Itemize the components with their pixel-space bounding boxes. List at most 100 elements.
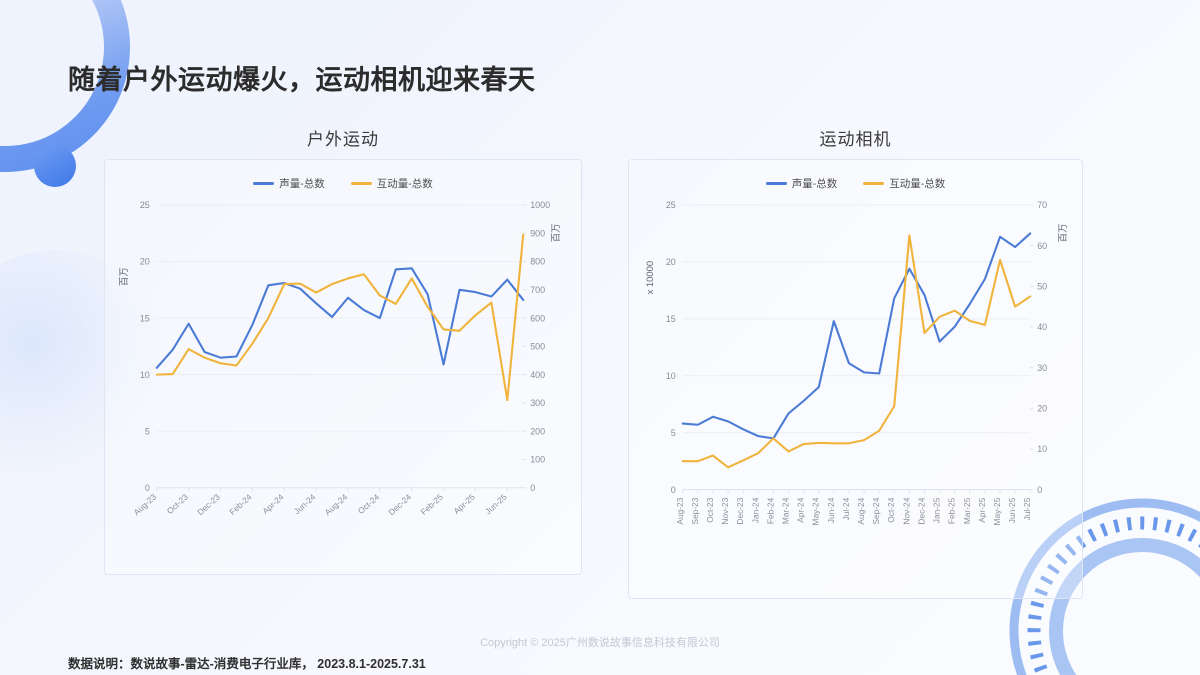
legend-action-camera: 声量-总数 互动量-总数	[629, 160, 1082, 191]
svg-text:Feb-25: Feb-25	[947, 497, 957, 524]
svg-text:1000: 1000	[530, 200, 550, 210]
page-title: 随着户外运动爆火，运动相机迎来春天	[68, 65, 536, 95]
chart-card-action-camera: 声量-总数 互动量-总数 0 5 10 15 20 25 0 10 20 30 40 50 60 70 x …	[628, 159, 1083, 599]
chart-panel-outdoor-sports: 户外运动 声量-总数 互动量-总数 0 5 10 15 20 25 0 100 200 300 40…	[104, 125, 582, 575]
svg-text:Dec-24: Dec-24	[916, 497, 926, 524]
svg-text:800: 800	[530, 257, 545, 267]
legend-swatch-orange-icon	[350, 182, 372, 185]
svg-text:百万: 百万	[551, 223, 562, 242]
svg-text:5: 5	[145, 426, 150, 436]
svg-text:Dec-24: Dec-24	[386, 492, 413, 518]
svg-text:Oct-24: Oct-24	[356, 492, 382, 516]
svg-text:Jun-24: Jun-24	[826, 497, 836, 523]
svg-text:0: 0	[145, 483, 150, 493]
line-chart-outdoor-sports: 0 5 10 15 20 25 0 100 200 300 400 500 600 700 800 900 10…	[119, 200, 562, 518]
svg-text:0: 0	[1037, 485, 1042, 495]
svg-text:Aug-23: Aug-23	[675, 497, 685, 524]
svg-text:200: 200	[530, 426, 545, 436]
svg-text:Aug-24: Aug-24	[856, 497, 866, 524]
legend-item-interaction[interactable]: 互动量-总数	[350, 176, 433, 191]
data-source-note: 数据说明：数说故事-雷达-消费电子行业库， 2023.8.1-2025.7.31	[68, 657, 426, 671]
legend-swatch-orange-icon	[863, 182, 885, 185]
svg-text:Mar-25: Mar-25	[962, 497, 972, 524]
svg-text:25: 25	[140, 200, 150, 210]
plot-area-action-camera: 0 5 10 15 20 25 0 10 20 30 40 50 60 70 x 10000 百万 Aug-23…	[629, 191, 1082, 585]
copyright-text: Copyright © 2025广州数说故事信息科技有限公司	[480, 637, 720, 649]
svg-text:Apr-24: Apr-24	[260, 492, 286, 516]
legend-item-voice[interactable]: 声量-总数	[765, 176, 838, 191]
legend-label-interaction: 互动量-总数	[376, 178, 433, 190]
svg-text:百万: 百万	[119, 267, 130, 286]
svg-text:Feb-24: Feb-24	[227, 492, 254, 517]
svg-text:100: 100	[530, 455, 545, 465]
svg-text:700: 700	[530, 285, 545, 295]
chart-panel-action-camera: 运动相机 声量-总数 互动量-总数 0 5 10 15 20 25 0 10 20 30 40 50 6…	[628, 125, 1083, 599]
legend-item-voice[interactable]: 声量-总数	[253, 176, 325, 191]
svg-text:0: 0	[530, 483, 535, 493]
svg-text:10: 10	[1037, 444, 1047, 454]
svg-text:25: 25	[666, 200, 676, 210]
svg-text:Nov-24: Nov-24	[901, 497, 911, 524]
svg-text:Sep-23: Sep-23	[690, 497, 700, 524]
svg-text:Dec-23: Dec-23	[735, 497, 745, 524]
svg-text:Feb-24: Feb-24	[765, 497, 775, 524]
svg-text:Aug-23: Aug-23	[131, 492, 158, 518]
svg-text:10: 10	[140, 370, 150, 380]
svg-text:10: 10	[666, 371, 676, 381]
svg-text:Dec-23: Dec-23	[195, 492, 222, 518]
svg-text:15: 15	[140, 313, 150, 323]
svg-text:Oct-24: Oct-24	[886, 497, 896, 522]
svg-text:900: 900	[530, 228, 545, 238]
svg-text:Jun-24: Jun-24	[292, 492, 318, 517]
svg-text:600: 600	[530, 313, 545, 323]
svg-text:40: 40	[1037, 322, 1047, 332]
svg-text:Sep-24: Sep-24	[871, 497, 881, 524]
decorative-blue-circle	[34, 145, 76, 187]
svg-text:May-25: May-25	[992, 497, 1002, 525]
svg-text:500: 500	[530, 342, 545, 352]
svg-text:0: 0	[671, 485, 676, 495]
svg-text:400: 400	[530, 370, 545, 380]
svg-text:50: 50	[1037, 281, 1047, 291]
svg-text:20: 20	[666, 257, 676, 267]
svg-text:20: 20	[1037, 404, 1047, 414]
line-chart-action-camera: 0 5 10 15 20 25 0 10 20 30 40 50 60 70 x 10000 百万 Aug-23…	[645, 200, 1069, 525]
svg-text:Jul-24: Jul-24	[841, 497, 851, 520]
legend-label-voice: 声量-总数	[279, 178, 325, 190]
svg-text:Apr-25: Apr-25	[977, 497, 987, 522]
svg-text:20: 20	[140, 257, 150, 267]
legend-label-interaction: 互动量-总数	[889, 178, 946, 190]
svg-text:15: 15	[666, 314, 676, 324]
legend-outdoor-sports: 声量-总数 互动量-总数	[105, 160, 581, 191]
svg-text:Oct-23: Oct-23	[165, 492, 191, 516]
chart-title-action-camera: 运动相机	[819, 130, 892, 149]
svg-text:Jun-25: Jun-25	[1007, 497, 1017, 523]
svg-text:百万: 百万	[1058, 223, 1069, 242]
svg-text:Oct-23: Oct-23	[705, 497, 715, 522]
svg-text:Nov-23: Nov-23	[720, 497, 730, 524]
plot-area-outdoor-sports: 0 5 10 15 20 25 0 100 200 300 400 500 600 700 800 900 10…	[105, 191, 581, 561]
svg-text:5: 5	[671, 428, 676, 438]
svg-text:Jan-24: Jan-24	[750, 497, 760, 523]
svg-text:Jan-25: Jan-25	[932, 497, 942, 523]
svg-text:Apr-24: Apr-24	[796, 497, 806, 522]
svg-text:May-24: May-24	[811, 497, 821, 525]
svg-text:300: 300	[530, 398, 545, 408]
chart-card-outdoor-sports: 声量-总数 互动量-总数 0 5 10 15 20 25 0 100 200 300 400 500 6…	[104, 159, 582, 575]
legend-swatch-blue-icon	[253, 182, 275, 185]
svg-text:60: 60	[1037, 241, 1047, 251]
svg-text:Jul-25: Jul-25	[1022, 497, 1032, 520]
legend-label-voice: 声量-总数	[791, 178, 838, 190]
svg-text:30: 30	[1037, 363, 1047, 373]
legend-swatch-blue-icon	[765, 182, 787, 185]
svg-text:x 10000: x 10000	[645, 261, 656, 295]
svg-text:Mar-24: Mar-24	[781, 497, 791, 524]
chart-title-outdoor-sports: 户外运动	[307, 130, 379, 149]
svg-text:Feb-25: Feb-25	[419, 492, 446, 517]
svg-text:70: 70	[1037, 200, 1047, 210]
legend-item-interaction[interactable]: 互动量-总数	[863, 176, 945, 191]
svg-text:Jun-25: Jun-25	[483, 492, 509, 517]
svg-text:Apr-25: Apr-25	[451, 492, 477, 516]
svg-text:Aug-24: Aug-24	[323, 492, 350, 518]
